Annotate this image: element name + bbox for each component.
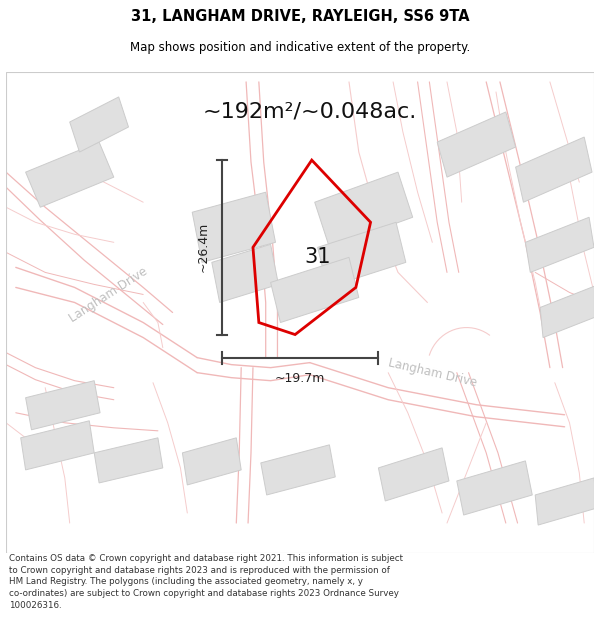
Polygon shape <box>379 448 449 501</box>
Polygon shape <box>315 172 413 248</box>
Polygon shape <box>212 244 278 302</box>
Text: ~192m²/~0.048ac.: ~192m²/~0.048ac. <box>203 102 417 122</box>
Polygon shape <box>457 461 532 515</box>
Polygon shape <box>26 142 114 208</box>
Polygon shape <box>317 222 406 288</box>
Polygon shape <box>271 258 359 322</box>
Text: Langham Drive: Langham Drive <box>387 356 478 389</box>
Polygon shape <box>182 438 241 485</box>
Polygon shape <box>526 217 594 272</box>
Polygon shape <box>515 137 592 202</box>
Polygon shape <box>70 97 128 152</box>
Polygon shape <box>540 284 600 338</box>
Polygon shape <box>94 438 163 483</box>
Polygon shape <box>26 381 100 430</box>
Text: ~26.4m: ~26.4m <box>197 222 210 272</box>
Text: Langham Drive: Langham Drive <box>67 264 151 324</box>
Polygon shape <box>535 478 597 525</box>
Polygon shape <box>21 421 94 470</box>
Text: 31: 31 <box>304 248 331 268</box>
Text: Map shows position and indicative extent of the property.: Map shows position and indicative extent… <box>130 41 470 54</box>
Text: ~19.7m: ~19.7m <box>275 372 325 384</box>
Polygon shape <box>261 445 335 495</box>
Text: Contains OS data © Crown copyright and database right 2021. This information is : Contains OS data © Crown copyright and d… <box>9 554 403 610</box>
Polygon shape <box>437 112 515 177</box>
Text: 31, LANGHAM DRIVE, RAYLEIGH, SS6 9TA: 31, LANGHAM DRIVE, RAYLEIGH, SS6 9TA <box>131 9 469 24</box>
Polygon shape <box>192 192 275 262</box>
